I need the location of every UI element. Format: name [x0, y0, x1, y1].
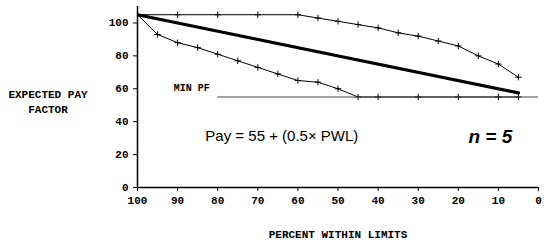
svg-text:80: 80 — [211, 195, 224, 207]
svg-text:50: 50 — [331, 195, 344, 207]
svg-text:10: 10 — [492, 195, 505, 207]
svg-text:40: 40 — [115, 116, 128, 128]
html-text:EXPECTED PAY FACTOR: EXPECTED PAY FACTOR — [8, 89, 88, 116]
svg-text:20: 20 — [115, 149, 128, 161]
svg-text:0: 0 — [122, 182, 129, 194]
svg-text:70: 70 — [251, 195, 264, 207]
svg-text:30: 30 — [412, 195, 425, 207]
svg-text:60: 60 — [291, 195, 304, 207]
svg-text:MIN PF: MIN PF — [174, 83, 210, 94]
svg-text:0: 0 — [535, 195, 542, 207]
svg-text:40: 40 — [371, 195, 384, 207]
svg-text:PERCENT WITHIN LIMITS: PERCENT WITHIN LIMITS — [269, 229, 408, 241]
svg-text:60: 60 — [115, 83, 128, 95]
svg-text:80: 80 — [115, 50, 128, 62]
svg-text:Pay = 55 + (0.5× PWL): Pay = 55 + (0.5× PWL) — [205, 127, 358, 144]
svg-text:100: 100 — [109, 17, 129, 29]
svg-text:90: 90 — [171, 195, 184, 207]
svg-text:100: 100 — [128, 195, 148, 207]
svg-text:20: 20 — [452, 195, 465, 207]
svg-text:n = 5: n = 5 — [468, 126, 512, 147]
